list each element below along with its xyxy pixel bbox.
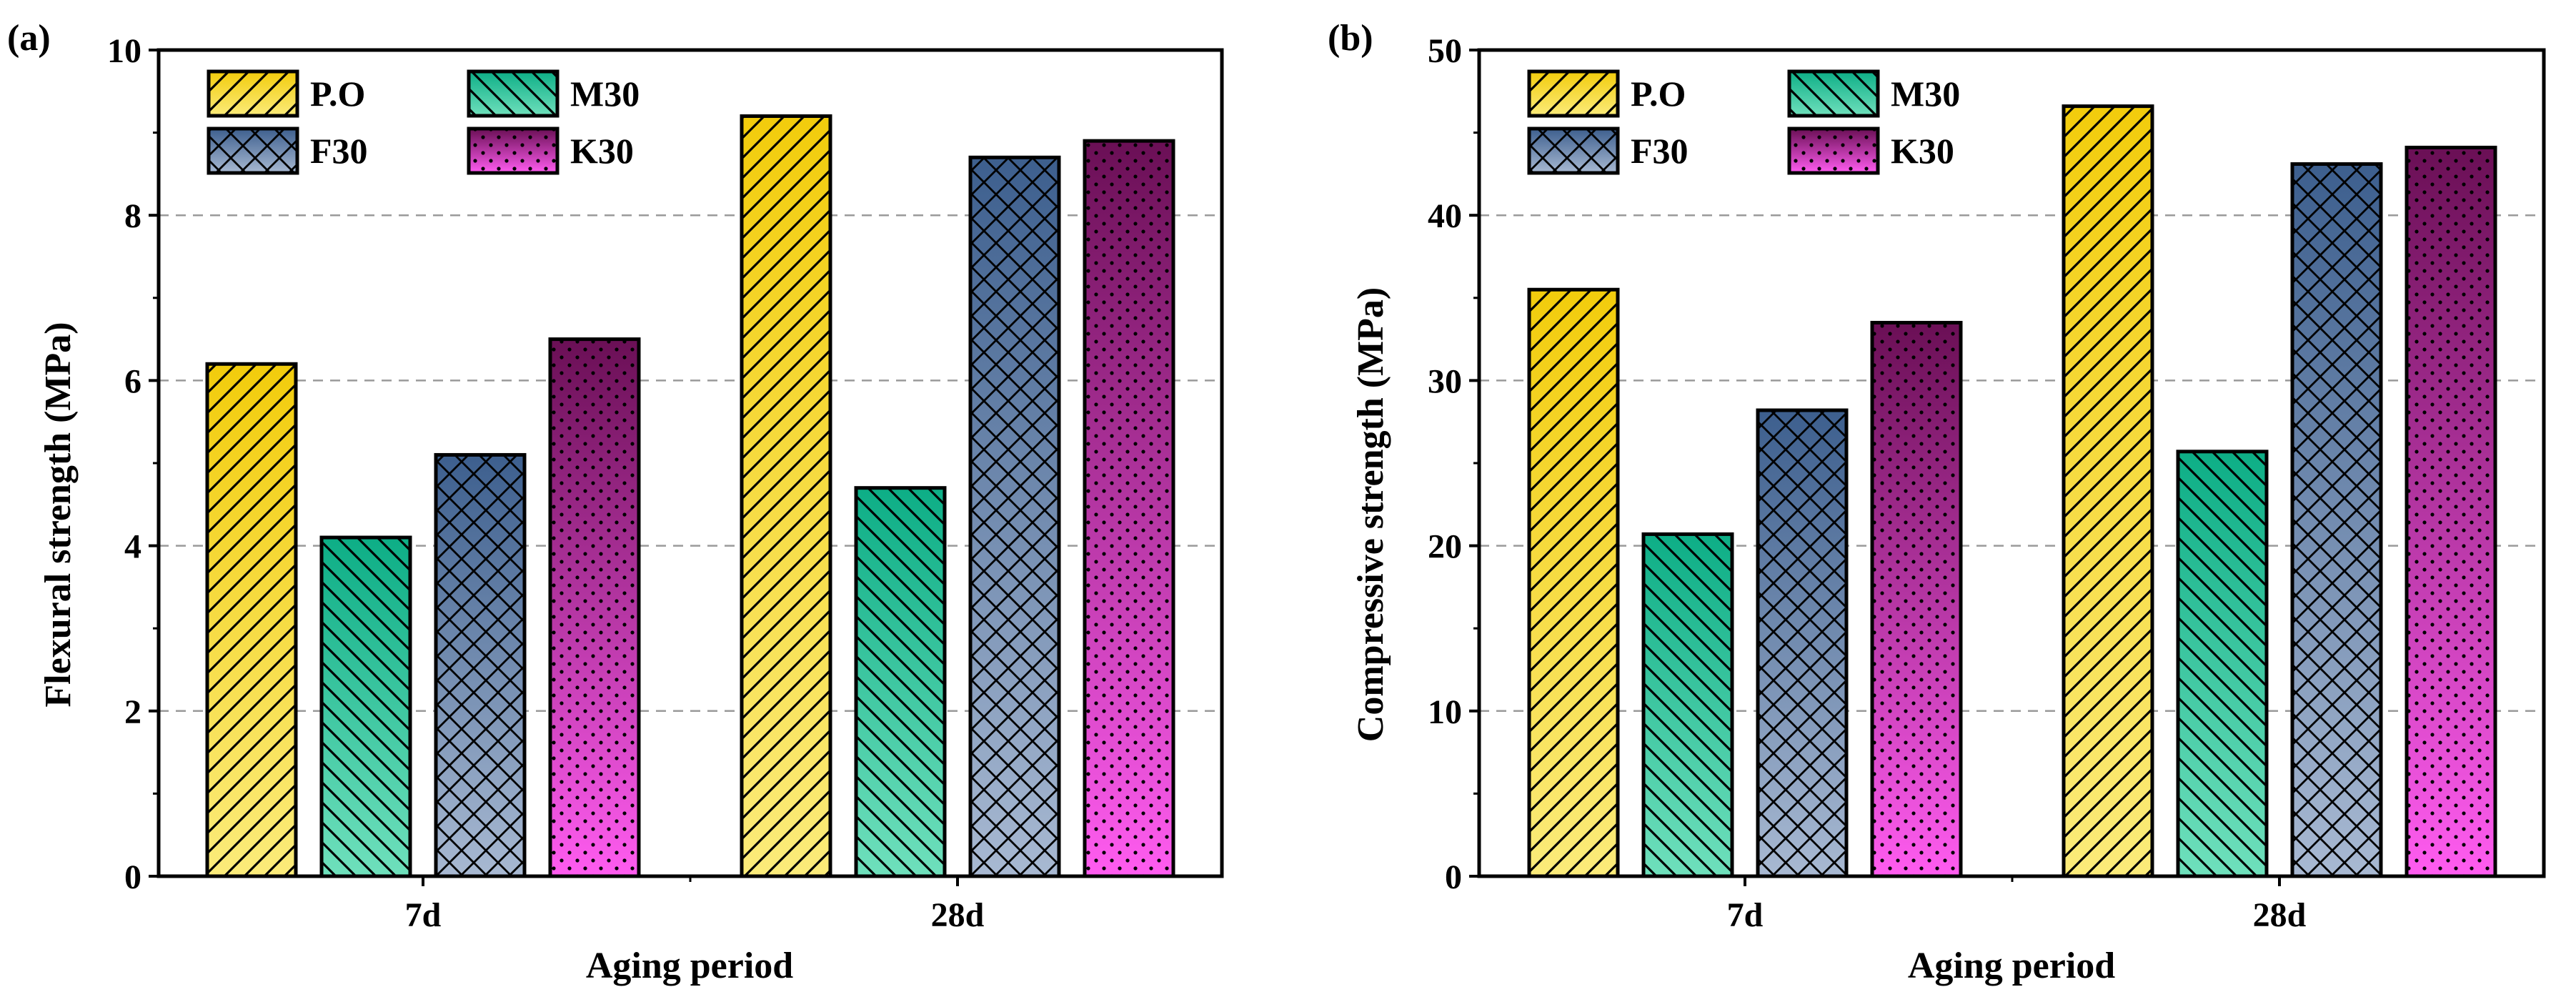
panel-b-legend-label-f30: F30 (1631, 131, 1689, 171)
panel-a-legend-label-k30: K30 (570, 131, 634, 171)
panel-a-bar-k30-28d-outline (1083, 139, 1175, 878)
panel-b-y-tick-label: 10 (1428, 693, 1462, 731)
panel-a-bar-m30-7d-outline (319, 535, 412, 878)
panel-b-y-tick-label: 40 (1428, 197, 1462, 235)
panel-a-bar-f30-28d-outline (968, 155, 1061, 878)
panel-b-label: (b) (1328, 18, 1373, 59)
panel-b-x-axis-title: Aging period (1908, 946, 2115, 986)
panel-a-legend-swatch-outline-f30 (207, 127, 299, 175)
panel-a-bar-m30-28d-outline (854, 486, 947, 878)
panel-b-legend-swatch-outline-k30 (1787, 127, 1880, 175)
panel-a-legend-swatch-outline-m30 (467, 69, 560, 118)
panel-a-y-ticks: 0 2 4 6 8 10 (107, 32, 159, 896)
panel-b-bar-k30-7d-outline (1870, 320, 1963, 878)
panel-a-bar-po-7d-outline (205, 362, 298, 878)
panel-a-bars (205, 114, 1175, 878)
panel-a-bar-f30-7d-outline (434, 452, 527, 878)
panel-a-y-tick-label: 2 (124, 693, 141, 731)
panel-a-legend-label-m30: M30 (570, 74, 640, 114)
panel-b-y-tick-label: 20 (1428, 528, 1462, 566)
panel-b-legend-label-k30: K30 (1891, 131, 1954, 171)
panel-b-legend-swatch-outline-m30 (1787, 69, 1880, 118)
panel-b-y-tick-label: 50 (1428, 32, 1462, 70)
panel-a-y-tick-label: 10 (107, 32, 141, 70)
panel-b-bar-m30-7d-outline (1641, 532, 1734, 878)
panel-b-bar-po-7d-outline (1527, 287, 1620, 878)
panel-a-y-tick-label: 0 (124, 858, 141, 896)
panel-b-legend: P.O M30 F30 K30 (1527, 69, 1960, 175)
panel-a-y-tick-label: 4 (124, 528, 141, 566)
panel-a-legend-label-f30: F30 (310, 131, 368, 171)
panel-a: (a) Flexural strength (MPa) Aging period… (7, 18, 1224, 986)
panel-a-legend: P.O M30 F30 K30 (207, 69, 640, 175)
panel-a-y-axis-title: Flexural strength (MPa) (38, 322, 79, 707)
panel-a-x-tick-label-28d: 28d (931, 896, 985, 934)
panel-b-x-tick-label-7d: 7d (1727, 896, 1764, 934)
panel-a-legend-swatch-outline-po (207, 69, 299, 118)
panel-a-grid (159, 214, 1222, 713)
panel-b: (b) Compressive strength (MPa) Aging per… (1328, 18, 2546, 986)
panel-b-plot-frame (1477, 48, 2546, 878)
panel-b-bars (1527, 104, 2497, 878)
panel-a-y-tick-label: 8 (124, 197, 141, 235)
panel-b-bar-k30-28d-outline (2405, 145, 2497, 878)
panel-a-x-tick-label-7d: 7d (405, 896, 442, 934)
panel-a-x-ticks: 7d 28d (405, 876, 985, 934)
panel-a-legend-swatch-outline-k30 (467, 127, 560, 175)
panel-a-bar-k30-7d-outline (548, 337, 641, 878)
panel-b-x-ticks: 7d 28d (1727, 876, 2307, 934)
panel-b-grid (1479, 214, 2544, 713)
panel-b-y-axis-title: Compressive strength (MPa) (1351, 287, 1391, 742)
panel-a-x-axis-title: Aging period (586, 946, 793, 986)
panel-a-plot-frame (156, 48, 1224, 878)
panel-b-y-ticks: 0 10 20 30 40 50 (1428, 32, 1479, 896)
panel-b-legend-label-po: P.O (1631, 74, 1686, 114)
panel-b-legend-swatch-outline-po (1527, 69, 1620, 118)
panel-b-y-tick-label: 30 (1428, 362, 1462, 400)
panel-b-bar-m30-28d-outline (2176, 450, 2269, 878)
panel-b-legend-swatch-outline-f30 (1527, 127, 1620, 175)
panel-b-bar-po-28d-outline (2062, 104, 2154, 878)
panel-b-x-tick-label-28d: 28d (2253, 896, 2307, 934)
panel-b-bar-f30-7d-outline (1756, 408, 1849, 878)
panel-a-label: (a) (7, 18, 51, 59)
panel-b-y-tick-label: 0 (1445, 858, 1462, 896)
panel-a-y-tick-label: 6 (124, 362, 141, 400)
panel-a-legend-label-po: P.O (310, 74, 365, 114)
panel-b-legend-label-m30: M30 (1891, 74, 1960, 114)
panel-a-bar-po-28d-outline (740, 114, 832, 878)
panel-b-bar-f30-28d-outline (2290, 162, 2383, 878)
